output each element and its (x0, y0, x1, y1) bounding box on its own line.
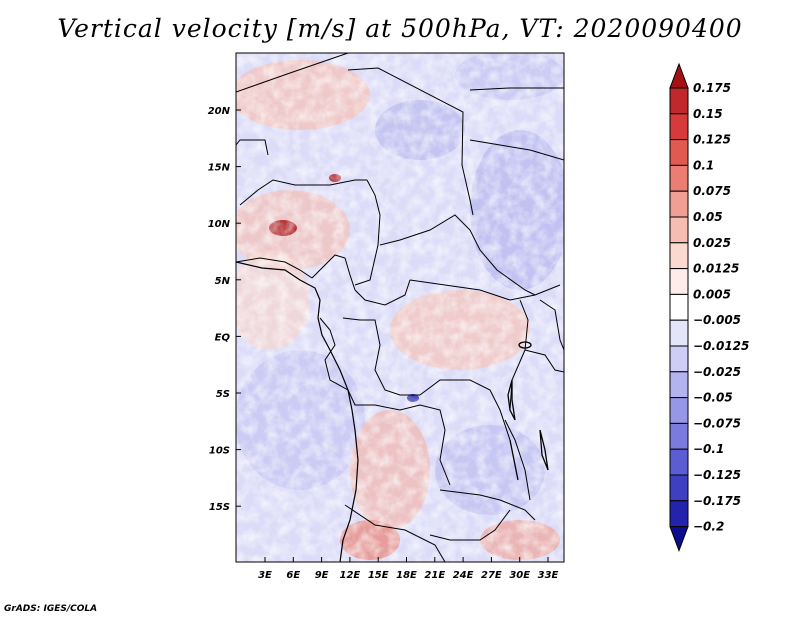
latitude-axis: 20N 15N 10N 5N EQ 5S 10S 15S (208, 106, 241, 513)
colorbar-label: 0.05 (693, 210, 723, 224)
colorbar-label: −0.05 (693, 391, 733, 405)
lon-tick-label: 12E (340, 570, 361, 581)
lat-tick-label: EQ (215, 332, 231, 343)
lon-tick-label: 24E (453, 570, 474, 581)
velocity-field (236, 53, 564, 562)
colorbar-label: 0.1 (693, 158, 714, 172)
colorbar-label: −0.175 (693, 494, 741, 508)
colorbar-segment (669, 113, 689, 141)
lon-tick-label: 18E (396, 570, 417, 581)
colorbar-segment (669, 371, 689, 399)
colorbar-label: 0.075 (693, 184, 731, 198)
lon-tick-label: 9E (315, 570, 329, 581)
colorbar-label: −0.125 (693, 468, 741, 482)
lat-tick-label: 15S (209, 502, 230, 513)
colorbar-segment (669, 164, 689, 192)
colorbar-label: −0.075 (693, 416, 741, 430)
map-frame (235, 52, 565, 563)
colorbar-segment (669, 190, 689, 218)
colorbar-label: −0.025 (693, 365, 741, 379)
colorbar: 0.175 0.15 0.125 0.1 0.075 0.05 0.025 0.0125 0.0… (669, 62, 749, 553)
lon-tick-label: 21E (424, 570, 445, 581)
colorbar-segment (669, 500, 689, 528)
colorbar-segment (669, 87, 689, 115)
colorbar-segment (669, 216, 689, 244)
colorbar-label: −0.1 (693, 442, 724, 456)
lat-tick-label: 20N (208, 106, 231, 117)
country-borders (236, 53, 564, 562)
colorbar-bottom-arrow (669, 526, 689, 553)
lat-tick-label: 15N (208, 163, 231, 174)
lat-tick-label: 5N (215, 276, 231, 287)
colorbar-label: −0.0125 (693, 339, 749, 353)
colorbar-label: 0.15 (693, 107, 723, 121)
colorbar-segment (669, 293, 689, 321)
colorbar-label: 0.005 (693, 287, 731, 301)
colorbar-segment (669, 474, 689, 502)
colorbar-segment (669, 268, 689, 295)
lon-tick-label: 15E (368, 570, 389, 581)
colorbar-segment (669, 319, 689, 347)
colorbar-label: 0.0125 (693, 262, 739, 276)
lat-tick-label: 10S (209, 446, 230, 457)
great-lakes (507, 341, 549, 481)
lon-tick-label: 3E (258, 570, 272, 581)
longitude-axis: 3E 6E 9E 12E 15E 18E 21E 24E 27E 30E 33E (258, 557, 559, 581)
colorbar-segment (669, 345, 689, 373)
lat-tick-label: 5S (216, 389, 230, 400)
colorbar-segment (669, 139, 689, 166)
lon-tick-label: 30E (509, 570, 530, 581)
colorbar-label: −0.005 (693, 313, 741, 327)
colorbar-segment (669, 242, 689, 270)
colorbar-segment (669, 422, 689, 450)
colorbar-top-arrow (669, 62, 689, 89)
lon-tick-label: 33E (538, 570, 559, 581)
lon-tick-label: 27E (481, 570, 502, 581)
colorbar-segment (669, 448, 689, 476)
colorbar-label: 0.125 (693, 133, 731, 147)
colorbar-label: 0.175 (693, 81, 731, 95)
lon-tick-label: 6E (286, 570, 300, 581)
colorbar-label: 0.025 (693, 236, 731, 250)
colorbar-label: −0.2 (693, 520, 724, 534)
lat-tick-label: 10N (208, 219, 231, 230)
colorbar-segment (669, 397, 689, 424)
footer-credit: GrADS: IGES/COLA (4, 604, 98, 614)
chart-title: Vertical velocity [m/s] at 500hPa, VT: 2… (57, 14, 743, 43)
coastlines (236, 261, 359, 562)
